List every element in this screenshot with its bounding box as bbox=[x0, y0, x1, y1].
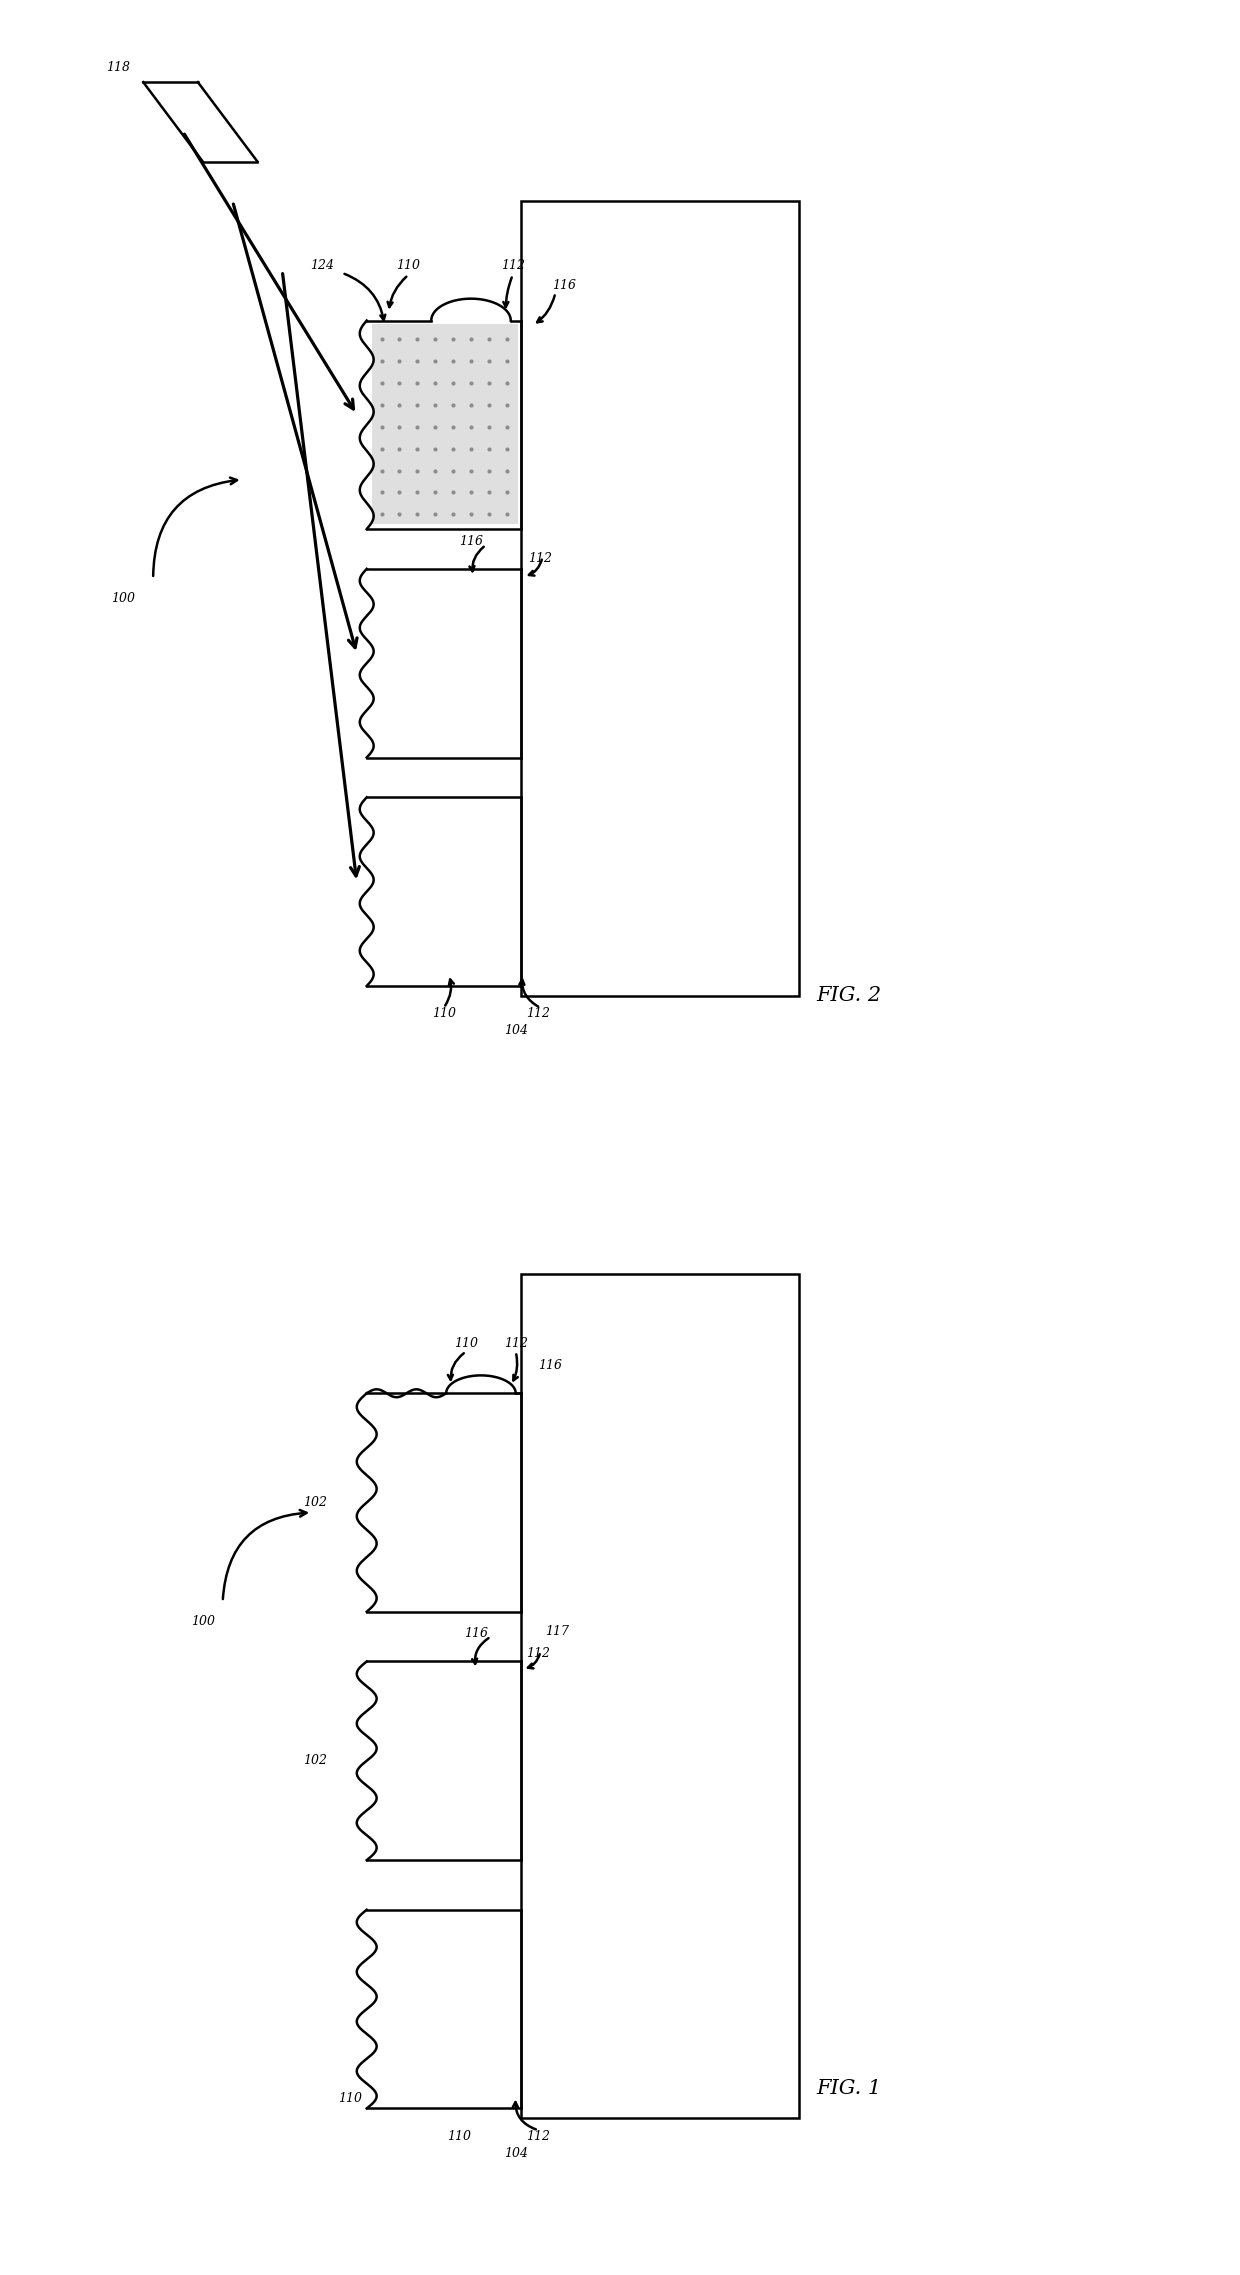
Text: 112: 112 bbox=[526, 1647, 549, 1661]
Text: 110: 110 bbox=[337, 2093, 362, 2104]
FancyArrowPatch shape bbox=[472, 1638, 489, 1663]
FancyArrowPatch shape bbox=[513, 1354, 518, 1381]
Text: 118: 118 bbox=[107, 61, 130, 73]
Bar bbox=[521, 1274, 799, 2118]
Text: 110: 110 bbox=[397, 259, 420, 273]
Text: 116: 116 bbox=[538, 1358, 563, 1372]
FancyArrowPatch shape bbox=[448, 1354, 464, 1379]
Text: 102: 102 bbox=[303, 1754, 327, 1768]
Text: 110: 110 bbox=[454, 1338, 479, 1349]
FancyArrowPatch shape bbox=[223, 1511, 306, 1599]
Text: 116: 116 bbox=[553, 280, 577, 291]
FancyArrowPatch shape bbox=[388, 278, 407, 307]
Text: FIG. 1: FIG. 1 bbox=[816, 2079, 880, 2098]
Text: 104: 104 bbox=[503, 2148, 528, 2159]
Text: 112: 112 bbox=[501, 259, 525, 273]
FancyArrowPatch shape bbox=[513, 2102, 536, 2129]
FancyArrowPatch shape bbox=[537, 296, 554, 323]
Text: 110: 110 bbox=[448, 2129, 471, 2143]
FancyArrowPatch shape bbox=[345, 273, 386, 321]
Text: 124: 124 bbox=[310, 259, 334, 273]
Text: 112: 112 bbox=[526, 2129, 549, 2143]
Text: 110: 110 bbox=[432, 1008, 455, 1019]
FancyArrowPatch shape bbox=[154, 478, 237, 576]
FancyArrowPatch shape bbox=[528, 1654, 539, 1668]
Text: 112: 112 bbox=[526, 1008, 549, 1019]
Text: 112: 112 bbox=[528, 553, 553, 566]
Text: FIG. 2: FIG. 2 bbox=[816, 987, 880, 1006]
FancyArrowPatch shape bbox=[529, 560, 542, 576]
Text: 116: 116 bbox=[459, 535, 484, 548]
Text: 100: 100 bbox=[112, 592, 135, 605]
Text: 100: 100 bbox=[191, 1615, 215, 1629]
FancyArrowPatch shape bbox=[445, 981, 454, 1006]
Bar bbox=[521, 200, 799, 996]
Text: 117: 117 bbox=[546, 1624, 569, 1638]
Text: 102: 102 bbox=[303, 1497, 327, 1508]
Text: 112: 112 bbox=[503, 1338, 528, 1349]
Bar bbox=[372, 323, 517, 523]
FancyArrowPatch shape bbox=[503, 278, 512, 307]
FancyArrowPatch shape bbox=[520, 981, 538, 1006]
FancyArrowPatch shape bbox=[470, 546, 484, 571]
Text: 116: 116 bbox=[464, 1627, 489, 1640]
Text: 104: 104 bbox=[503, 1024, 528, 1037]
